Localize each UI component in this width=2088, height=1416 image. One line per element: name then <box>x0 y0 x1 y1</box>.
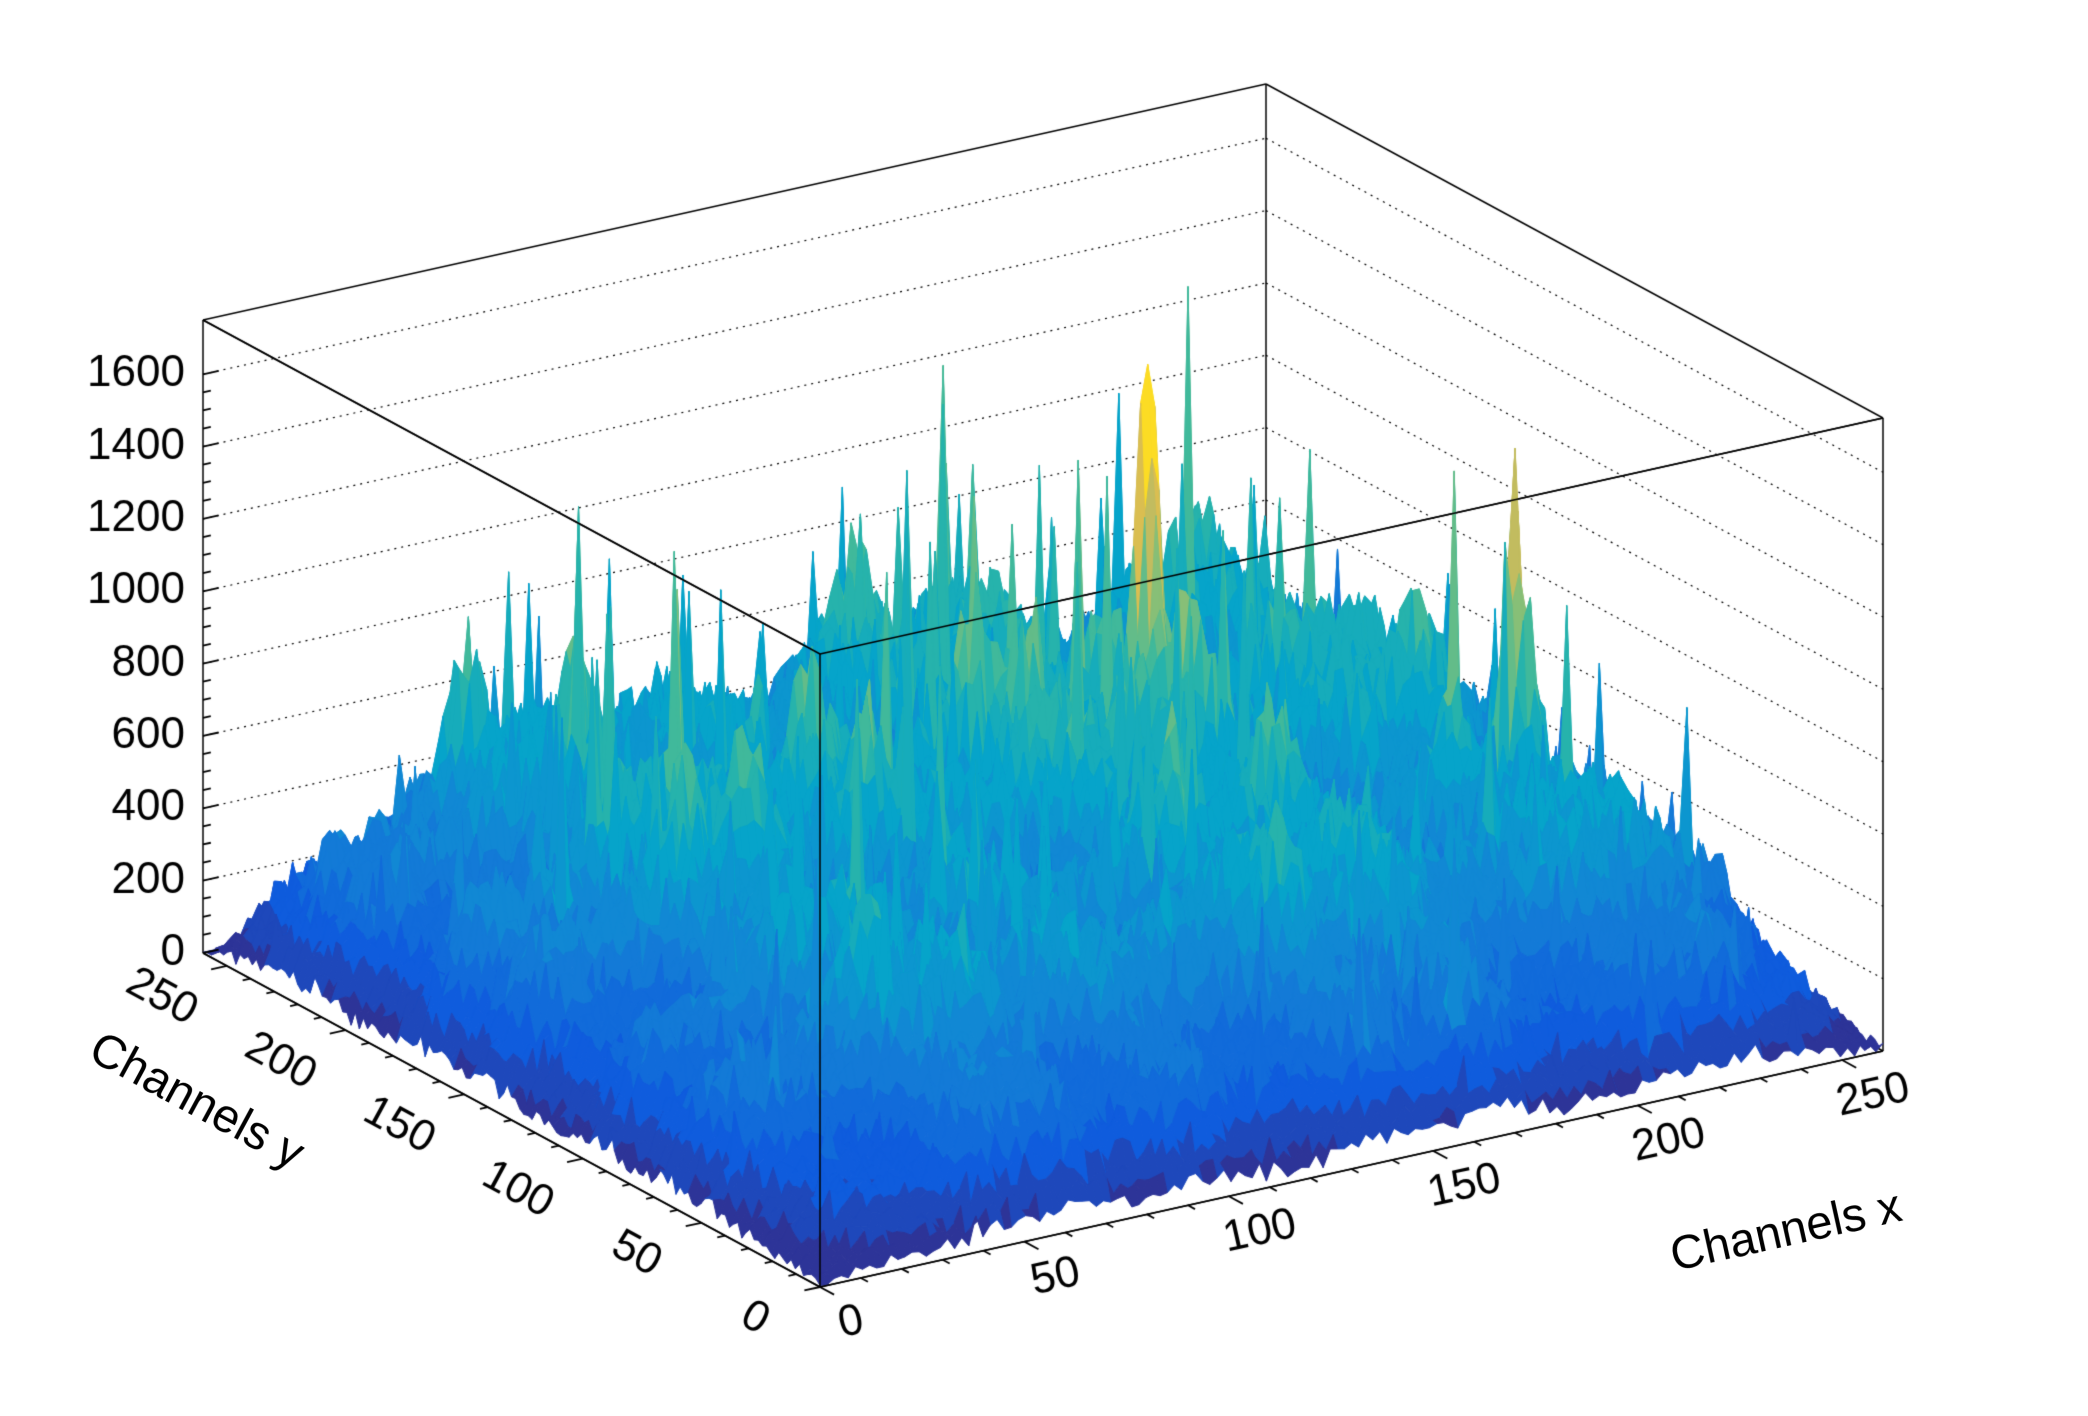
surface-plot-canvas <box>0 0 2088 1416</box>
surface-plot-figure: Channels x Channels y <box>0 0 2088 1416</box>
